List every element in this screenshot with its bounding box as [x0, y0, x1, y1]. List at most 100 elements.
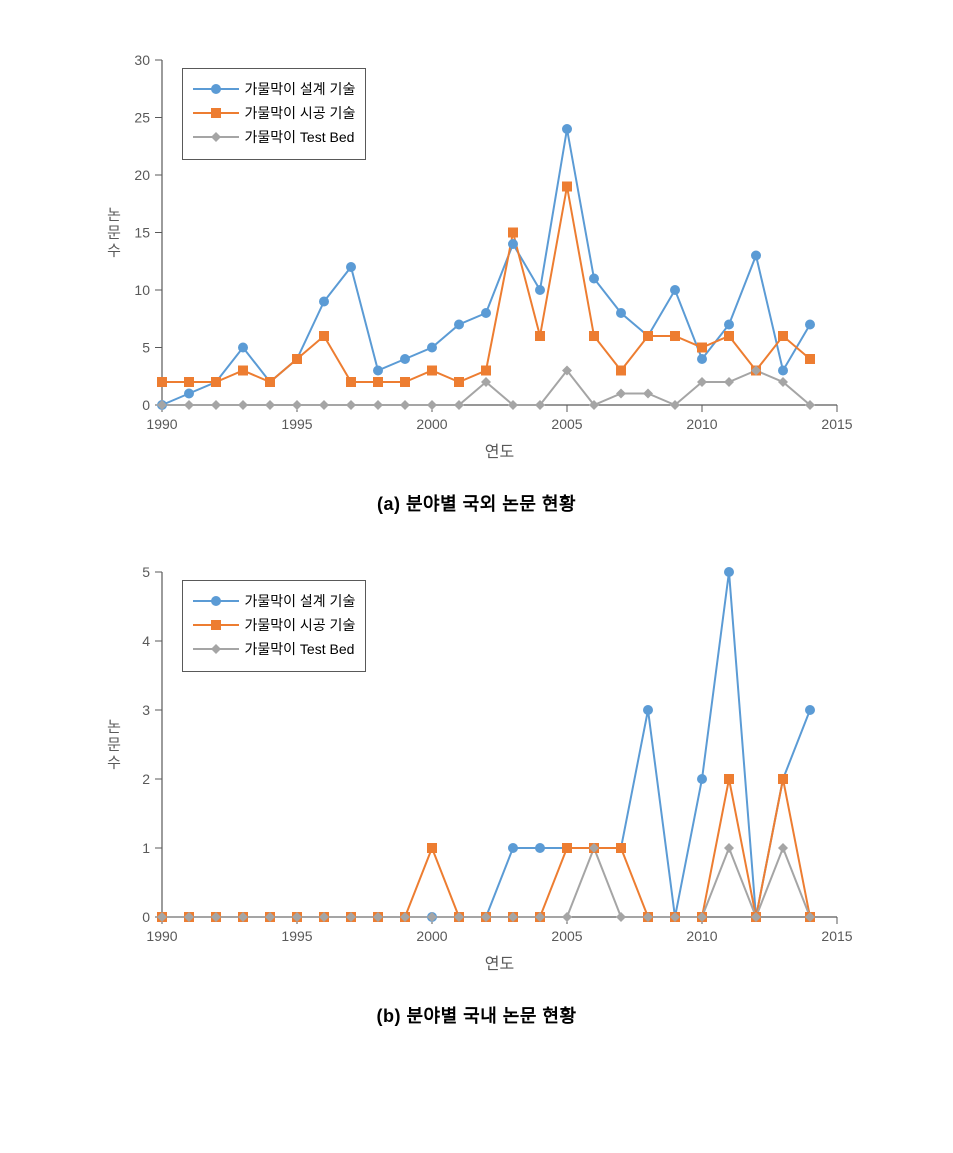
- chart-a-series-3-marker: [643, 389, 653, 399]
- chart-a-series-1-marker: [346, 262, 356, 272]
- chart-a-series-2-marker: [157, 377, 167, 387]
- svg-text:수: 수: [107, 243, 121, 260]
- chart-b-legend-item-2-icon: [193, 616, 239, 634]
- chart-a-series-1-marker: [562, 124, 572, 134]
- chart-a-series-3-marker: [319, 400, 329, 410]
- chart-a-series-3-marker: [346, 400, 356, 410]
- chart-b-series-2-marker: [778, 774, 788, 784]
- chart-b-legend-item-1-label: 가물막이 설계 기술: [245, 591, 356, 611]
- chart-a-x-tick-label: 1990: [146, 416, 177, 432]
- chart-a-series-2-marker: [535, 331, 545, 341]
- chart-a-series-2-line: [162, 187, 810, 383]
- chart-a-legend-item-3: 가물막이 Test Bed: [193, 127, 356, 147]
- chart-a-series-2-marker: [562, 182, 572, 192]
- chart-a-series-1-marker: [319, 297, 329, 307]
- chart-a-series-3-marker: [616, 389, 626, 399]
- chart-a-series-2-marker: [400, 377, 410, 387]
- chart-a-series-1-marker: [805, 320, 815, 330]
- chart-a-series-2-marker: [265, 377, 275, 387]
- chart-a-series-1-marker: [589, 274, 599, 284]
- chart-a-series-2-marker: [589, 331, 599, 341]
- chart-a-series-3-marker: [238, 400, 248, 410]
- chart-b-legend-item-2: 가물막이 시공 기술: [193, 615, 356, 635]
- chart-a-legend-item-1-label: 가물막이 설계 기술: [245, 79, 356, 99]
- chart-a-series-2-marker: [778, 331, 788, 341]
- svg-text:문: 문: [107, 737, 121, 754]
- chart-a-series-2-marker: [643, 331, 653, 341]
- chart-b-series-2-line: [162, 779, 810, 917]
- chart-a-series-1-marker: [751, 251, 761, 261]
- chart-a-series-2-marker: [616, 366, 626, 376]
- chart-a-series-1-marker: [454, 320, 464, 330]
- chart-a-series-3-marker: [400, 400, 410, 410]
- chart-a-y-tick-label: 30: [134, 52, 150, 68]
- svg-text:수: 수: [107, 755, 121, 772]
- chart-a-x-tick-label: 2005: [551, 416, 582, 432]
- chart-a-y-tick-label: 10: [134, 282, 150, 298]
- chart-a-series-1-marker: [373, 366, 383, 376]
- chart-a-series-3-marker: [211, 400, 221, 410]
- chart-b-legend: 가물막이 설계 기술가물막이 시공 기술가물막이 Test Bed: [182, 580, 367, 672]
- chart-a-series-2-marker: [346, 377, 356, 387]
- chart-b-series-1-marker: [724, 567, 734, 577]
- chart-a-series-1-marker: [697, 354, 707, 364]
- chart-a-y-tick-label: 15: [134, 225, 150, 241]
- chart-a-series-2-marker: [184, 377, 194, 387]
- svg-text:논: 논: [107, 207, 121, 224]
- chart-a-y-tick-label: 5: [142, 340, 150, 356]
- chart-a-x-label: 연도: [484, 443, 513, 461]
- chart-a-legend-item-2: 가물막이 시공 기술: [193, 103, 356, 123]
- chart-a-series-2-marker: [481, 366, 491, 376]
- chart-a-series-3-marker: [724, 377, 734, 387]
- chart-b-x-tick-label: 1990: [146, 928, 177, 944]
- chart-b-legend-item-3-icon: [193, 640, 239, 658]
- chart-b-series-3-marker: [778, 843, 788, 853]
- chart-a-legend-item-1-icon: [193, 80, 239, 98]
- chart-a-series-1-marker: [616, 308, 626, 318]
- chart-a-series-2-marker: [724, 331, 734, 341]
- chart-a-series-1-line: [162, 129, 810, 405]
- chart-a-legend-item-3-icon: [193, 128, 239, 146]
- chart-b-legend-item-2-label: 가물막이 시공 기술: [245, 615, 356, 635]
- chart-b-series-1-marker: [805, 705, 815, 715]
- chart-b-y-tick-label: 1: [142, 840, 150, 856]
- chart-a-series-1-marker: [508, 239, 518, 249]
- chart-b-x-tick-label: 2000: [416, 928, 447, 944]
- chart-a-x-tick-label: 2010: [686, 416, 717, 432]
- chart-b-y-label: 논문수: [107, 719, 121, 772]
- chart-a-series-3-marker: [427, 400, 437, 410]
- chart-a-legend-item-1: 가물막이 설계 기술: [193, 79, 356, 99]
- chart-b-legend-item-1-icon: [193, 592, 239, 610]
- chart-b-y-tick-label: 4: [142, 633, 150, 649]
- chart-a-series-3-marker: [292, 400, 302, 410]
- chart-a-series-1-marker: [238, 343, 248, 353]
- chart-a-series-2-marker: [373, 377, 383, 387]
- chart-a-series-1-marker: [535, 285, 545, 295]
- chart-b-legend-item-3-label: 가물막이 Test Bed: [245, 639, 355, 659]
- chart-a-series-2-marker: [427, 366, 437, 376]
- chart-b-y-tick-label: 0: [142, 909, 150, 925]
- chart-a-y-tick-label: 25: [134, 110, 150, 126]
- chart-b-series-3-marker: [616, 912, 626, 922]
- chart-a-container: 199019952000200520102015051015202530연도논문…: [92, 40, 862, 470]
- svg-text:논: 논: [107, 719, 121, 736]
- chart-b-series-2-marker: [616, 843, 626, 853]
- chart-a-series-3-marker: [373, 400, 383, 410]
- chart-a-series-2-marker: [211, 377, 221, 387]
- chart-b-container: 199019952000200520102015012345연도논문수 가물막이…: [92, 552, 862, 982]
- chart-a-series-3-marker: [184, 400, 194, 410]
- chart-b-series-2-marker: [427, 843, 437, 853]
- chart-a-y-tick-label: 0: [142, 397, 150, 413]
- chart-b-series-3-marker: [562, 912, 572, 922]
- chart-b-series-1-marker: [643, 705, 653, 715]
- chart-a-caption: (a) 분야별 국외 논문 현황: [20, 490, 933, 516]
- chart-a-series-2-marker: [454, 377, 464, 387]
- chart-b-caption: (b) 분야별 국내 논문 현황: [20, 1002, 933, 1028]
- chart-a-series-3-marker: [265, 400, 275, 410]
- chart-b-x-label: 연도: [484, 955, 513, 973]
- chart-a-x-tick-label: 2015: [821, 416, 852, 432]
- chart-b-y-tick-label: 5: [142, 564, 150, 580]
- chart-b-x-tick-label: 2005: [551, 928, 582, 944]
- chart-a-series-2-marker: [805, 354, 815, 364]
- chart-a-series-1-marker: [778, 366, 788, 376]
